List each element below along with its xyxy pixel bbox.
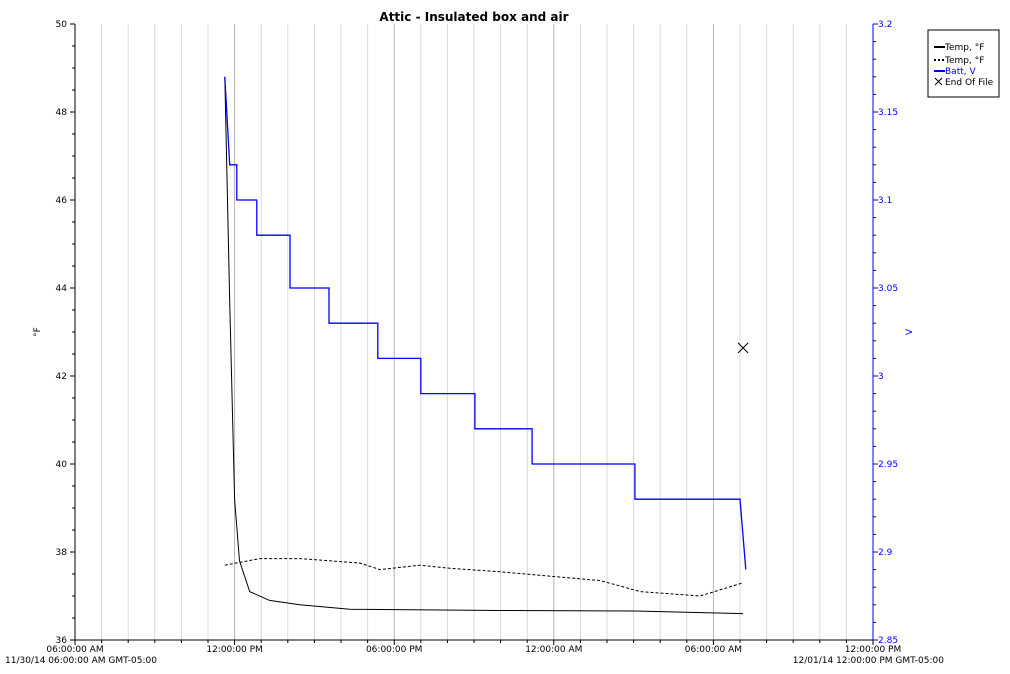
y-right-tick-label: 3.15 bbox=[878, 108, 898, 118]
legend: Temp, °F Temp, °F Batt, V End Of File bbox=[927, 29, 1000, 98]
y-axis-right-label: V bbox=[905, 328, 915, 335]
series-line-3 bbox=[224, 76, 747, 570]
y-right-tick-label: 3.1 bbox=[878, 196, 892, 206]
axes: 06:00:00 AM 12:00:00 PM 06:00:00 PM 12:00:0… bbox=[46, 20, 901, 655]
x-start-label: 11/30/14 06:00:00 AM GMT-05:00 bbox=[5, 656, 157, 666]
y-right-tick-label: 3.05 bbox=[878, 284, 898, 294]
y-right-tick-label: 2.85 bbox=[878, 636, 898, 646]
series-line-2 bbox=[224, 558, 744, 597]
x-tick-label: 12:00:00 AM bbox=[525, 645, 582, 655]
end-of-file-marker bbox=[737, 342, 749, 354]
x-end-label: 12/01/14 12:00:00 PM GMT-05:00 bbox=[793, 656, 944, 666]
legend-label-eof: End Of File bbox=[945, 78, 994, 88]
y-left-tick-label: 44 bbox=[56, 284, 68, 294]
x-tick-label: 06:00:00 PM bbox=[366, 645, 422, 655]
legend-box bbox=[927, 29, 1000, 98]
legend-label-temp2: Temp, °F bbox=[944, 56, 984, 66]
series-line-1 bbox=[224, 76, 744, 615]
y-left-tick-label: 50 bbox=[56, 20, 68, 30]
y-right-tick-label: 2.95 bbox=[878, 460, 898, 470]
x-tick-label: 06:00:00 AM bbox=[685, 645, 742, 655]
y-left-tick-label: 38 bbox=[56, 548, 68, 558]
x-tick-label: 12:00:00 PM bbox=[206, 645, 262, 655]
y-left-tick-label: 40 bbox=[56, 460, 68, 470]
y-axis-left-label: °F bbox=[33, 327, 43, 337]
y-right-tick-label: 3 bbox=[878, 372, 884, 382]
grid bbox=[101, 24, 874, 640]
chart-title: Attic - Insulated box and air bbox=[379, 10, 568, 24]
x-tick-label: 12:00:00 PM bbox=[845, 645, 901, 655]
legend-label-temp1: Temp, °F bbox=[944, 43, 984, 53]
y-left-tick-label: 48 bbox=[56, 108, 68, 118]
legend-end-of-file-icon bbox=[934, 77, 943, 86]
y-right-tick-label: 2.9 bbox=[878, 548, 893, 558]
y-left-tick-label: 46 bbox=[56, 196, 68, 206]
x-tick-label: 06:00:00 AM bbox=[46, 645, 103, 655]
series-lines bbox=[224, 76, 749, 615]
legend-label-batt: Batt, V bbox=[945, 67, 976, 77]
y-left-tick-label: 42 bbox=[56, 372, 67, 382]
y-right-tick-label: 3.2 bbox=[878, 20, 892, 30]
y-left-tick-label: 36 bbox=[56, 636, 68, 646]
